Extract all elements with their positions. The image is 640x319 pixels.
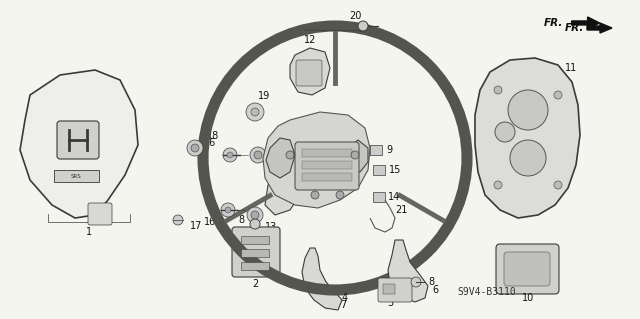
Text: 6: 6 <box>432 285 438 295</box>
Circle shape <box>510 140 546 176</box>
Text: 9: 9 <box>386 145 392 155</box>
Polygon shape <box>302 248 342 310</box>
Circle shape <box>250 219 260 229</box>
Circle shape <box>250 147 266 163</box>
Circle shape <box>311 191 319 199</box>
FancyBboxPatch shape <box>57 121 99 159</box>
Bar <box>241 262 269 270</box>
Text: 8: 8 <box>238 215 244 225</box>
Circle shape <box>508 90 548 130</box>
FancyBboxPatch shape <box>496 244 559 294</box>
Circle shape <box>250 219 260 229</box>
Circle shape <box>358 21 368 31</box>
Text: 13: 13 <box>268 138 280 148</box>
Text: S9V4-B3110: S9V4-B3110 <box>457 287 516 297</box>
Polygon shape <box>572 17 600 29</box>
Text: 18: 18 <box>207 131 220 141</box>
Bar <box>54 170 99 182</box>
FancyBboxPatch shape <box>504 252 550 286</box>
Circle shape <box>254 151 262 159</box>
Bar <box>383 284 395 294</box>
FancyBboxPatch shape <box>88 203 112 225</box>
Text: 1: 1 <box>86 227 92 237</box>
Text: 11: 11 <box>565 63 577 73</box>
Text: 10: 10 <box>522 293 534 303</box>
FancyBboxPatch shape <box>295 142 359 190</box>
Bar <box>373 192 385 202</box>
Text: 14: 14 <box>388 192 400 202</box>
Circle shape <box>494 181 502 189</box>
Bar <box>373 165 385 175</box>
Bar <box>370 145 382 155</box>
Circle shape <box>223 148 237 162</box>
Text: 20: 20 <box>349 11 361 21</box>
Circle shape <box>288 176 296 184</box>
Text: 12: 12 <box>304 35 316 45</box>
Text: FR.: FR. <box>544 18 564 28</box>
Text: 16: 16 <box>204 138 216 148</box>
Circle shape <box>187 140 203 156</box>
Polygon shape <box>388 240 428 302</box>
Circle shape <box>495 122 515 142</box>
Text: 21: 21 <box>395 205 408 215</box>
Circle shape <box>246 103 264 121</box>
FancyBboxPatch shape <box>296 60 322 86</box>
Circle shape <box>288 194 296 202</box>
Polygon shape <box>20 70 138 218</box>
Bar <box>302 149 352 157</box>
Text: 8: 8 <box>428 277 434 287</box>
Text: 16: 16 <box>204 217 216 227</box>
Polygon shape <box>475 58 580 218</box>
Bar <box>241 249 269 257</box>
Text: 5: 5 <box>315 147 321 157</box>
Circle shape <box>411 277 421 287</box>
Circle shape <box>173 215 183 225</box>
Polygon shape <box>265 130 320 215</box>
Circle shape <box>286 151 294 159</box>
Circle shape <box>247 207 263 223</box>
Text: 15: 15 <box>389 165 401 175</box>
Circle shape <box>251 108 259 116</box>
Circle shape <box>336 191 344 199</box>
Polygon shape <box>587 23 612 33</box>
Circle shape <box>494 86 502 94</box>
FancyBboxPatch shape <box>232 227 280 277</box>
Text: SRS: SRS <box>70 174 81 179</box>
Polygon shape <box>344 140 368 172</box>
Text: 7: 7 <box>340 300 346 310</box>
FancyBboxPatch shape <box>378 278 412 302</box>
Text: 19: 19 <box>258 91 270 101</box>
Bar <box>302 161 352 169</box>
Text: 13: 13 <box>265 222 277 232</box>
Circle shape <box>251 211 259 219</box>
Bar <box>241 236 269 244</box>
Polygon shape <box>266 138 295 178</box>
Text: 3: 3 <box>387 298 393 308</box>
Text: 17: 17 <box>190 221 202 231</box>
Polygon shape <box>263 112 370 208</box>
Polygon shape <box>290 48 330 95</box>
Text: 4: 4 <box>342 293 348 303</box>
Circle shape <box>227 152 233 158</box>
Circle shape <box>351 151 359 159</box>
Bar <box>302 173 352 181</box>
Circle shape <box>191 144 199 152</box>
Circle shape <box>225 207 231 213</box>
Circle shape <box>221 203 235 217</box>
Text: FR.: FR. <box>564 23 584 33</box>
Circle shape <box>554 181 562 189</box>
Text: 2: 2 <box>252 279 258 289</box>
Circle shape <box>288 156 296 164</box>
Circle shape <box>554 91 562 99</box>
